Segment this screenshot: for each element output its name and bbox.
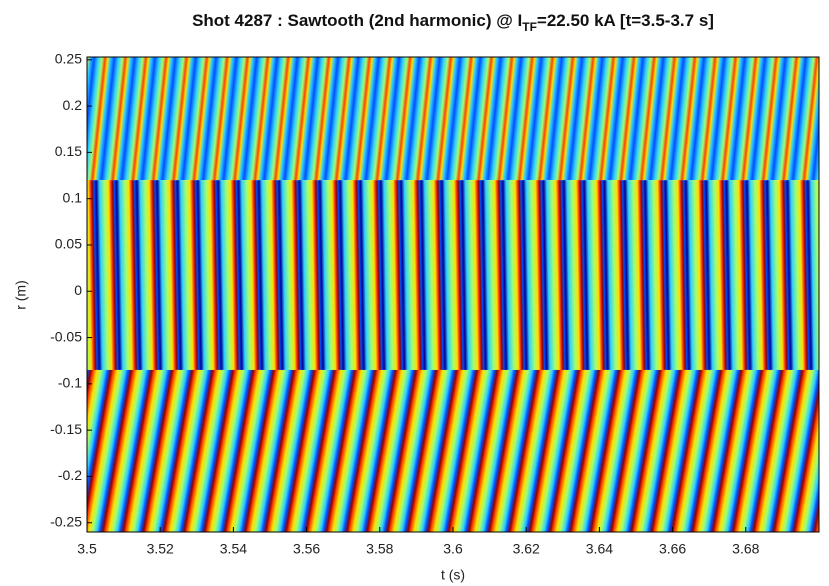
x-tick-label: 3.52 bbox=[147, 541, 174, 557]
x-tick-label: 3.54 bbox=[220, 541, 247, 557]
heatmap-band bbox=[87, 57, 819, 181]
y-tick-label: -0.1 bbox=[58, 375, 82, 391]
y-tick-label: -0.2 bbox=[58, 467, 82, 483]
x-tick-label: 3.62 bbox=[513, 541, 540, 557]
x-axis-label: t (s) bbox=[441, 567, 465, 583]
y-tick-label: 0.2 bbox=[63, 97, 83, 113]
heatmap-band bbox=[87, 369, 819, 532]
title-rest: =22.50 kA [t=3.5-3.7 s] bbox=[537, 11, 714, 30]
y-tick-label: 0.1 bbox=[63, 189, 83, 205]
y-tick-label: 0.25 bbox=[55, 50, 82, 66]
chart-title: Shot 4287 : Sawtooth (2nd harmonic) @ IT… bbox=[192, 11, 714, 34]
title-main: Shot 4287 : Sawtooth (2nd harmonic) @ I bbox=[192, 11, 522, 30]
y-tick-label: -0.05 bbox=[50, 328, 82, 344]
x-tick-label: 3.68 bbox=[732, 541, 759, 557]
x-tick-label: 3.6 bbox=[443, 541, 463, 557]
x-tick-label: 3.56 bbox=[293, 541, 320, 557]
x-tick-label: 3.58 bbox=[366, 541, 393, 557]
y-tick-label: 0.15 bbox=[55, 143, 82, 159]
y-tick-label: -0.25 bbox=[50, 513, 82, 529]
y-axis-label: r (m) bbox=[13, 280, 29, 310]
y-tick-label: 0 bbox=[74, 282, 82, 298]
x-tick-label: 3.66 bbox=[659, 541, 686, 557]
y-tick-label: -0.15 bbox=[50, 421, 82, 437]
x-tick-label: 3.64 bbox=[586, 541, 613, 557]
title-subscript: TF bbox=[522, 20, 537, 34]
heatmap-band bbox=[87, 180, 819, 370]
x-tick-label: 3.5 bbox=[77, 541, 97, 557]
plot-area bbox=[86, 56, 820, 533]
y-tick-label: 0.05 bbox=[55, 236, 82, 252]
